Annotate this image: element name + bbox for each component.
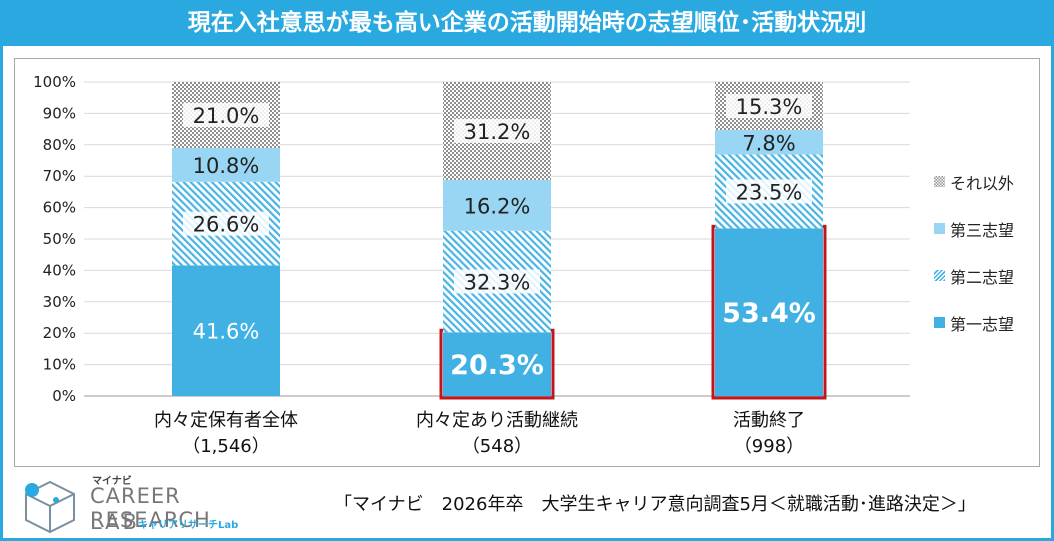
- legend: それ以外 第三志望 第二志望 第一志望: [934, 170, 1014, 358]
- data-label-first-1: 41.6%: [193, 320, 260, 344]
- legend-swatch-second: [934, 270, 945, 281]
- label-backdrop: [726, 179, 812, 204]
- label-backdrop: [183, 211, 269, 236]
- y-tick-label: 100%: [33, 73, 76, 91]
- y-tick-label: 0%: [52, 387, 76, 405]
- legend-swatch-third: [934, 223, 945, 234]
- label-backdrop: [726, 94, 812, 119]
- data-label-first-3: 53.4%: [722, 298, 816, 329]
- data-label-third-3: 7.8%: [742, 131, 795, 155]
- bar-first-2: [443, 332, 551, 396]
- y-tick-label: 50%: [43, 230, 76, 248]
- data-label-other-3: 15.3%: [736, 95, 803, 119]
- legend-item-third: 第三志望: [934, 217, 1014, 240]
- y-tick-label: 90%: [43, 104, 76, 122]
- data-label-first-2: 20.3%: [450, 350, 544, 381]
- y-tick-label: 80%: [43, 136, 76, 154]
- legend-item-first: 第一志望: [934, 311, 1014, 334]
- legend-label-first: 第一志望: [950, 314, 1015, 334]
- y-tick-label: 10%: [43, 356, 76, 374]
- chart-title: 現在入社意思が最も高い企業の活動開始時の志望順位･活動状況別: [0, 0, 1054, 46]
- logo-cube-icon: [25, 480, 75, 534]
- legend-swatch-first: [934, 317, 945, 328]
- data-label-other-2: 31.2%: [464, 120, 531, 144]
- legend-swatch-other: [934, 176, 945, 187]
- label-backdrop: [454, 118, 540, 143]
- data-label-second-3: 23.5%: [736, 180, 803, 204]
- bar-first-3: [715, 228, 823, 396]
- legend-label-third: 第三志望: [950, 220, 1015, 240]
- x-category-count-3: （998）: [734, 436, 804, 457]
- y-tick-label: 70%: [43, 167, 76, 185]
- label-backdrop: [454, 269, 540, 294]
- label-backdrop: [183, 102, 269, 127]
- career-research-lab-logo: マイナビ CAREER RESEARCH LAB キャリアリサーチLab: [16, 472, 276, 536]
- label-backdrop: [183, 152, 269, 177]
- data-label-second-2: 32.3%: [464, 271, 531, 295]
- y-tick-label: 30%: [43, 293, 76, 311]
- legend-label-other: それ以外: [950, 173, 1015, 193]
- logo-main-text: CAREER RESEARCH: [90, 484, 211, 532]
- y-tick-label: 40%: [43, 261, 76, 279]
- bar-first-1: [172, 265, 280, 396]
- data-label-second-1: 26.6%: [193, 213, 260, 237]
- data-label-third-2: 16.2%: [464, 194, 531, 218]
- x-category-label-1: 内々定保有者全体: [154, 410, 298, 431]
- x-category-label-2: 内々定あり活動継続: [416, 410, 578, 431]
- x-category-label-3: 活動終了: [733, 410, 805, 431]
- logo-sub-text: キャリアリサーチLab: [138, 520, 239, 531]
- label-backdrop: [454, 193, 540, 218]
- source-note: 「マイナビ 2026年卒 大学生キャリア意向調査5月＜就職活動･進路決定＞」: [334, 494, 976, 515]
- x-category-count-2: （548）: [462, 436, 532, 457]
- y-tick-label: 20%: [43, 324, 76, 342]
- logo-lab-text: LAB: [90, 510, 140, 534]
- label-backdrop: [726, 130, 812, 155]
- x-category-count-1: （1,546）: [182, 436, 270, 457]
- y-tick-label: 60%: [43, 199, 76, 217]
- legend-item-second: 第二志望: [934, 264, 1014, 287]
- data-label-other-1: 21.0%: [193, 104, 260, 128]
- legend-item-other: それ以外: [934, 170, 1014, 193]
- logo-small-text: マイナビ: [92, 476, 132, 487]
- data-label-third-1: 10.8%: [193, 154, 260, 178]
- legend-label-second: 第二志望: [950, 267, 1015, 287]
